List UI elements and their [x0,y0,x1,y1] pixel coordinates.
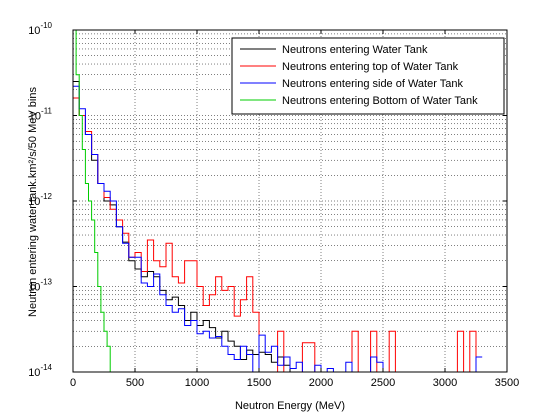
legend-label: Neutrons entering top of Water Tank [282,61,459,73]
x-axis-label: Neutron Energy (MeV) [235,400,345,412]
axes [72,29,508,373]
series-4-line [73,29,117,373]
x-tick-label: 2000 [309,377,333,389]
x-tick-label: 2500 [371,377,395,389]
y-axis-label: Neutron entering water tank.km²/s/50 MeV… [27,87,39,317]
series-3-line [73,85,483,373]
legend-label: Neutrons entering Bottom of Water Tank [282,95,478,107]
legend-label: Neutrons entering side of Water Tank [282,78,463,90]
x-tick-label: 3000 [433,377,457,389]
x-tick-label: 3500 [495,377,519,389]
legend: Neutrons entering Water Tank Neutrons ent… [231,37,505,115]
legend-box [231,37,505,115]
y-tick-exponent: -12 [40,192,52,201]
x-tick-label: 1500 [247,377,271,389]
x-tick-label: 0 [70,377,76,389]
x-tick-label: 1000 [185,377,209,389]
series-group [73,29,483,373]
legend-label: Neutrons entering Water Tank [282,44,428,56]
y-tick-exponent: -14 [40,363,52,372]
y-tick-exponent: -13 [40,278,52,287]
x-tick-label: 500 [126,377,144,389]
y-tick-exponent: -10 [40,21,52,30]
y-tick-exponent: -11 [41,107,53,116]
